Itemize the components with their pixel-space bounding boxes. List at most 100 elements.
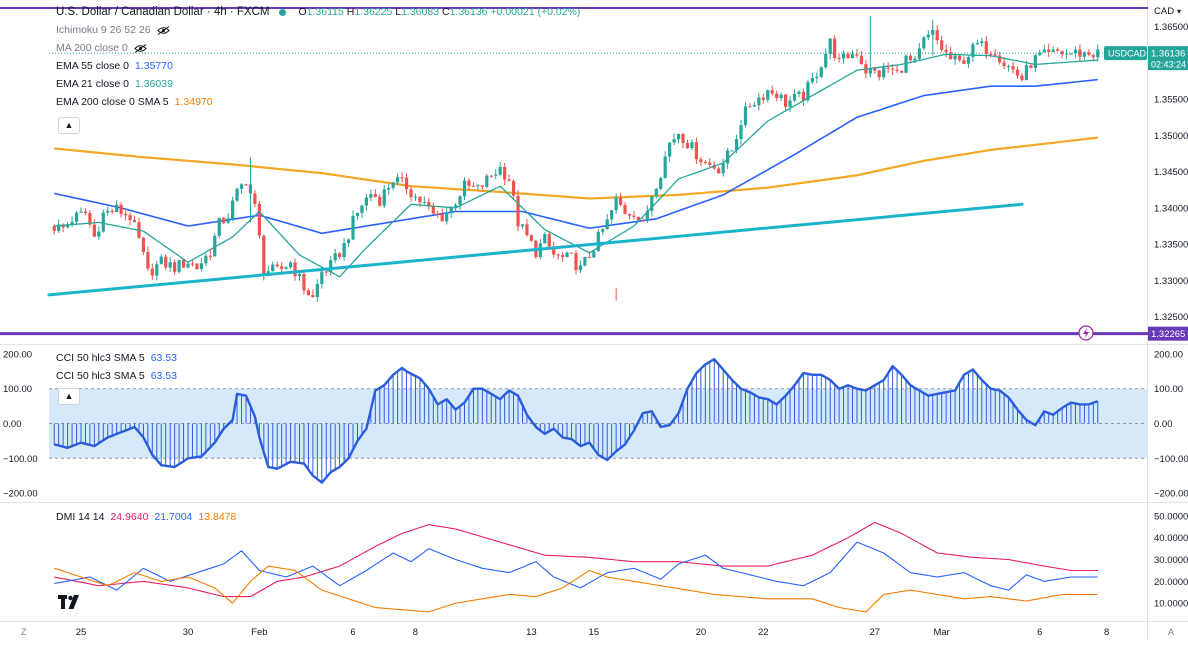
price-tick-label: 1.34500 [1154,167,1188,178]
candle-body [453,204,458,207]
candle-body [605,219,609,230]
low-value: 1.36083 [401,6,440,18]
candle-body [123,213,128,216]
candle-body [271,264,275,272]
candle-body [596,231,600,252]
candle-body [975,43,979,45]
candle-body [1064,53,1069,55]
candle-body [641,220,645,222]
candle-body [676,133,681,140]
candle-body [743,106,748,126]
dmi-plus-line [54,521,1098,598]
ema21-label[interactable]: EMA 21 close 0 [56,78,129,90]
candle-body [173,262,177,272]
candle-body [761,97,765,100]
candle-body [320,271,324,284]
close-value: 1.36136 [449,6,488,18]
candle-body [819,67,823,77]
candle-body [222,217,226,223]
ichimoku-label[interactable]: Ichimoku 9 26 52 26 [56,24,151,36]
collapse-cci-legend-button[interactable]: ▲ [58,388,80,405]
auto-scale-corner[interactable]: A [1168,627,1175,637]
candle-body [627,214,632,216]
candle-body [694,142,699,160]
candle-body [70,221,74,225]
cci-value: 63.53 [150,352,177,364]
candle-body [404,177,409,190]
candle-body [841,53,846,59]
candle-body [213,235,217,257]
candle-body [445,212,449,222]
candle-body [886,67,890,69]
candle-body [413,196,418,198]
cci-tick-label-left: −100.00 [3,454,38,465]
candle-body [801,91,806,101]
candle-body [168,262,172,268]
hidden-eye-icon[interactable] [156,25,170,35]
candle-body [685,142,690,149]
time-tick-label: 27 [870,627,881,638]
candle-body [119,204,123,214]
dmi-tick-label: 20.0000 [1154,577,1188,588]
candle-body [1015,69,1020,76]
candle-body [369,194,373,198]
candle-body [52,226,56,231]
timezone-corner[interactable]: Z [21,627,27,637]
dmi-label[interactable]: DMI 14 14 [56,511,105,523]
time-tick-label: 6 [1037,627,1042,638]
candle-body [940,40,944,50]
ema200-value: 1.34970 [174,96,213,108]
ma200-label[interactable]: MA 200 close 0 [56,42,128,54]
time-tick-label: 25 [76,627,87,638]
candle-body [409,189,413,198]
candle-body [1073,49,1078,54]
candle-body [922,37,926,49]
cci-tick-label: −200.00 [1154,489,1188,500]
candle-body [1069,53,1073,55]
dmi-tick-label: 40.0000 [1154,533,1188,544]
candle-body [935,30,939,41]
candle-body [351,216,355,240]
candle-body [382,189,386,206]
candle-body [1038,52,1042,56]
cci-tick-label-left: 200.00 [3,349,32,360]
candle-body [1056,49,1060,51]
candle-body [302,273,306,291]
hidden-eye-icon[interactable] [134,43,147,53]
candle-body [1091,54,1095,58]
time-tick-label: 8 [413,627,418,638]
candle-body [146,252,150,269]
candle-body [623,204,627,215]
cci-label[interactable]: CCI 50 hlc3 SMA 5 [56,370,145,382]
cci-legend: CCI 50 hlc3 SMA 5 63.53 CCI 50 hlc3 SMA … [56,349,177,385]
candle-body [766,90,770,100]
candle-body [516,195,520,227]
candle-body [717,168,721,174]
candle-body [164,256,168,268]
candle-body [873,68,877,71]
ema200-label[interactable]: EMA 200 close 0 SMA 5 [56,96,169,108]
collapse-legend-button[interactable]: ▲ [58,117,80,134]
main-legend: U.S. Dollar / Canadian Dollar · 4h · FXC… [56,3,580,111]
candle-body [115,204,119,213]
candle-body [632,215,636,217]
price-tick-label: 1.35500 [1154,95,1188,106]
time-tick-label: 13 [526,627,537,638]
candle-body [511,180,516,196]
candle-body [181,260,186,268]
ema55-label[interactable]: EMA 55 close 0 [56,60,129,72]
dmi-minus-line [54,541,1098,591]
candle-body [962,60,966,64]
candle-body [311,295,315,297]
candle-body [440,214,444,222]
candle-body [471,185,476,187]
candle-body [436,213,440,215]
candle-body [578,265,583,271]
candle-body [681,133,685,143]
cci-label[interactable]: CCI 50 hlc3 SMA 5 [56,352,145,364]
candle-body [565,252,569,258]
cci-tick-label: 100.00 [1154,384,1183,395]
candle-body [650,196,654,211]
candle-body [552,246,556,255]
